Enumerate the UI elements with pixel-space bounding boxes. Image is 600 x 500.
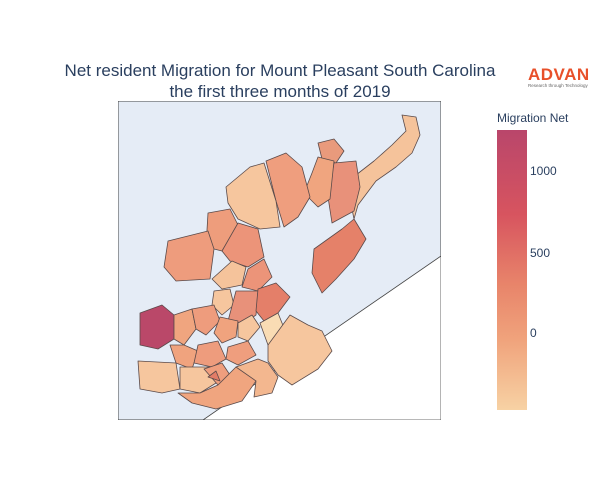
chart-title: Net resident Migration for Mount Pleasan… xyxy=(20,60,540,102)
title-line-1: Net resident Migration for Mount Pleasan… xyxy=(64,61,496,80)
region[interactable] xyxy=(173,308,197,346)
region[interactable] xyxy=(213,316,239,344)
region[interactable] xyxy=(179,366,217,394)
region[interactable] xyxy=(235,358,279,398)
logo-word: ADVAN xyxy=(528,65,590,84)
region[interactable] xyxy=(303,156,335,208)
region[interactable] xyxy=(221,222,265,268)
colorbar-title: Migration Net xyxy=(497,111,569,125)
region[interactable] xyxy=(265,152,311,228)
region[interactable] xyxy=(193,340,227,368)
region[interactable] xyxy=(191,304,221,336)
region[interactable] xyxy=(163,230,215,282)
region[interactable] xyxy=(225,340,257,366)
region[interactable] xyxy=(267,314,333,386)
advan-logo: ADVAN Research through Technology xyxy=(528,66,594,89)
region[interactable] xyxy=(241,258,273,292)
region[interactable] xyxy=(237,314,261,342)
choropleth-map[interactable] xyxy=(118,101,441,420)
region[interactable] xyxy=(137,360,181,394)
region[interactable] xyxy=(211,260,247,290)
logo-tagline: Research through Technology xyxy=(528,83,588,88)
region[interactable] xyxy=(317,138,345,164)
colorbar-tick-1000: 1000 xyxy=(530,164,557,178)
region[interactable] xyxy=(211,288,235,316)
region[interactable] xyxy=(349,114,421,220)
region[interactable] xyxy=(311,218,367,294)
colorbar-tick-0: 0 xyxy=(530,326,537,340)
region-highest[interactable] xyxy=(139,304,175,350)
region[interactable] xyxy=(225,162,281,230)
colorbar-tick-500: 500 xyxy=(530,246,551,260)
title-line-2: the first three months of 2019 xyxy=(169,82,391,101)
colorbar xyxy=(497,130,527,410)
region[interactable] xyxy=(207,370,221,382)
